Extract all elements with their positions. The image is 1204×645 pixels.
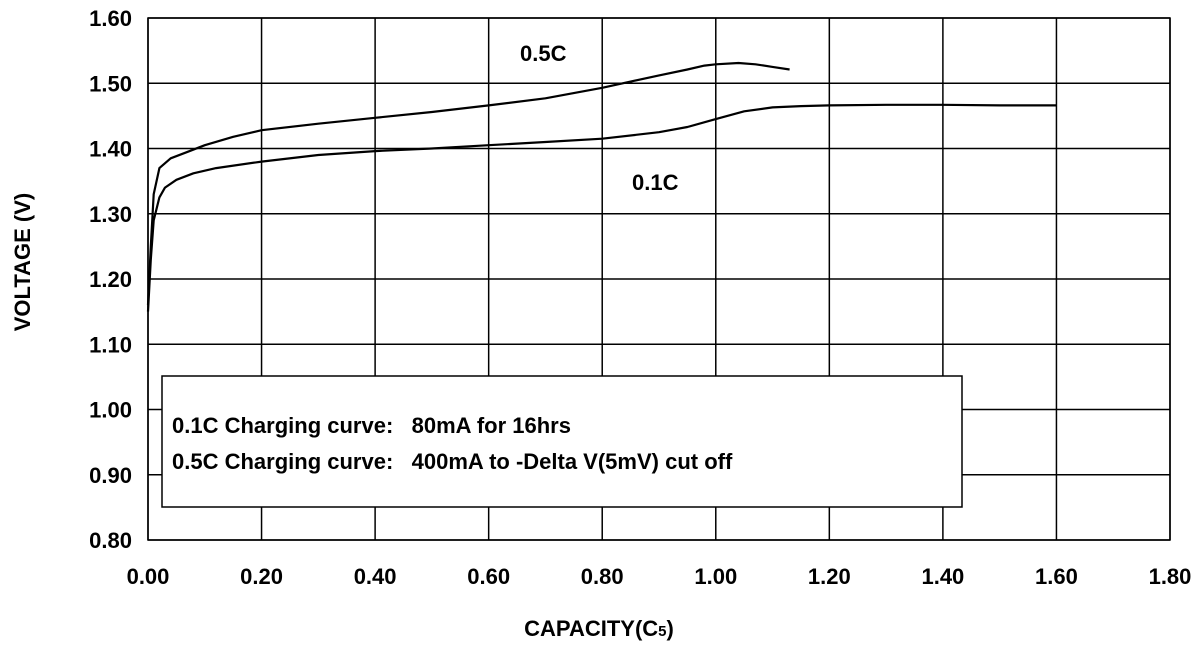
y-tick-label: 1.20 — [89, 267, 132, 292]
x-tick-label: 0.80 — [581, 564, 624, 589]
y-tick-labels: 0.80 0.90 1.00 1.10 1.20 1.30 1.40 1.50 1.60 — [89, 6, 132, 553]
plot-frame — [147, 17, 1171, 541]
y-tick-label: 1.30 — [89, 202, 132, 227]
y-axis-label: VOLTAGE (V) — [10, 193, 35, 332]
x-tick-label: 1.20 — [808, 564, 851, 589]
x-tick-label: 1.60 — [1035, 564, 1078, 589]
y-tick-label: 1.60 — [89, 6, 132, 31]
y-tick-label: 0.80 — [89, 528, 132, 553]
annotation-line-1: 0.1C Charging curve: 80mA for 16hrs — [172, 413, 571, 438]
x-axis-label: CAPACITY(C5) — [524, 616, 674, 641]
x-tick-labels: 0.00 0.20 0.40 0.60 0.80 1.00 1.20 1.40 1.60 1.80 — [127, 564, 1192, 589]
y-tick-label: 1.10 — [89, 332, 132, 357]
x-tick-label: 0.60 — [467, 564, 510, 589]
y-tick-label: 1.40 — [89, 137, 132, 162]
x-tick-label: 0.00 — [127, 564, 170, 589]
series-lines — [146, 61, 1057, 312]
annotation-box: 0.1C Charging curve: 80mA for 16hrs 0.5C… — [161, 375, 963, 508]
x-tick-label: 1.80 — [1149, 564, 1192, 589]
series-line-0.1C — [146, 103, 1057, 312]
x-tick-label: 0.20 — [240, 564, 283, 589]
x-tick-label: 1.40 — [921, 564, 964, 589]
y-tick-label: 0.90 — [89, 463, 132, 488]
series-line-0.5C — [146, 61, 790, 306]
y-tick-label: 1.50 — [89, 71, 132, 96]
series-label-0.5C: 0.5C — [520, 41, 567, 66]
x-tick-label: 0.40 — [354, 564, 397, 589]
y-tick-label: 1.00 — [89, 398, 132, 423]
series-label-0.1C: 0.1C — [632, 170, 679, 195]
annotation-line-2: 0.5C Charging curve: 400mA to -Delta V(5… — [172, 449, 733, 474]
x-tick-label: 1.00 — [694, 564, 737, 589]
